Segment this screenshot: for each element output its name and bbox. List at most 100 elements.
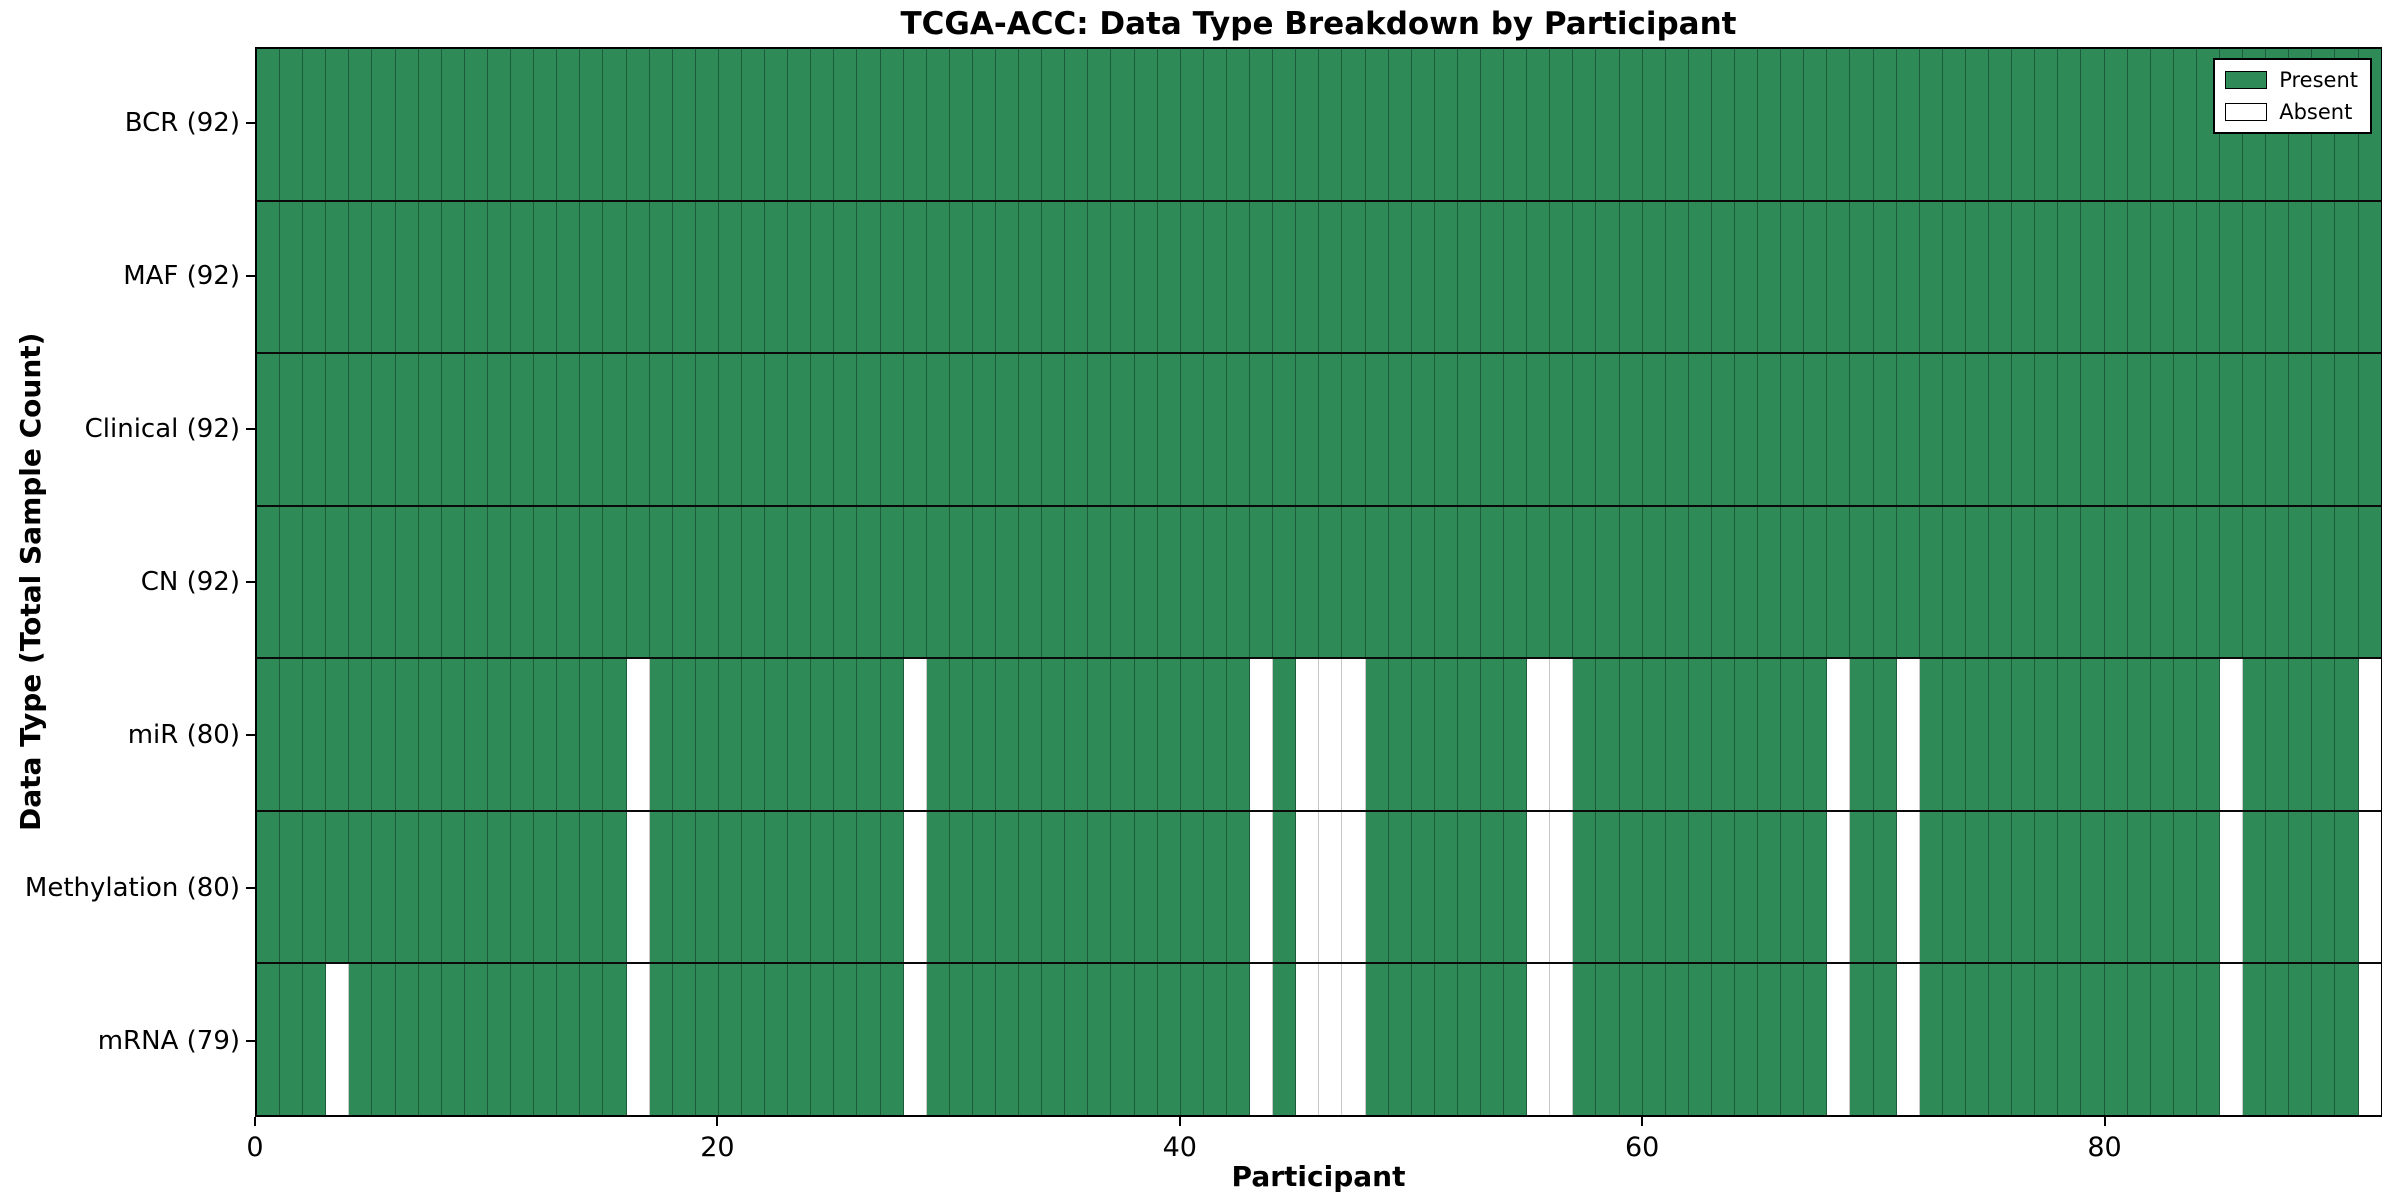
cell-BCR-participant-32 bbox=[996, 49, 1020, 200]
cell-miR-participant-47 bbox=[1342, 659, 1366, 810]
cell-mRNA-participant-57 bbox=[1573, 964, 1597, 1116]
cell-miR-participant-81 bbox=[2127, 659, 2151, 810]
cell-miR-participant-40 bbox=[1180, 659, 1204, 810]
cell-Methylation-participant-46 bbox=[1319, 811, 1343, 963]
cell-miR-participant-82 bbox=[2150, 659, 2174, 810]
cell-Clinical-participant-69 bbox=[1850, 354, 1874, 505]
cell-miR-participant-14 bbox=[580, 659, 604, 810]
cell-Methylation-participant-61 bbox=[1665, 811, 1689, 963]
cell-BCR-participant-53 bbox=[1480, 49, 1505, 200]
cell-BCR-participant-8 bbox=[441, 49, 465, 200]
cell-CN-participant-39 bbox=[1157, 506, 1181, 658]
cell-Methylation-participant-85 bbox=[2219, 811, 2244, 963]
cell-Methylation-participant-66 bbox=[1781, 811, 1805, 963]
cell-Methylation-participant-6 bbox=[395, 811, 419, 963]
cell-CN-participant-24 bbox=[811, 506, 835, 658]
cell-MAF-participant-60 bbox=[1642, 201, 1666, 353]
cell-BCR-participant-26 bbox=[857, 49, 881, 200]
cell-Methylation-participant-88 bbox=[2289, 811, 2313, 963]
cell-Methylation-participant-14 bbox=[580, 811, 604, 963]
cell-miR-participant-26 bbox=[857, 659, 881, 810]
cell-Methylation-participant-63 bbox=[1711, 811, 1735, 963]
cell-miR-participant-33 bbox=[1019, 659, 1043, 810]
cell-MAF-participant-77 bbox=[2035, 201, 2059, 353]
cell-mRNA-participant-41 bbox=[1203, 964, 1227, 1116]
cell-mRNA-participant-74 bbox=[1965, 964, 1990, 1116]
cell-mRNA-participant-24 bbox=[811, 964, 835, 1116]
cell-Clinical-participant-46 bbox=[1319, 354, 1343, 505]
cell-mRNA-participant-28 bbox=[903, 964, 927, 1116]
cell-mRNA-participant-59 bbox=[1619, 964, 1643, 1116]
cell-Clinical-participant-76 bbox=[2012, 354, 2036, 505]
cell-miR-participant-64 bbox=[1735, 659, 1759, 810]
cell-mRNA-participant-3 bbox=[326, 964, 350, 1116]
cell-BCR-participant-16 bbox=[626, 49, 650, 200]
cell-mRNA-participant-52 bbox=[1457, 964, 1481, 1116]
cell-BCR-participant-38 bbox=[1134, 49, 1158, 200]
cell-Clinical-participant-7 bbox=[418, 354, 442, 505]
cell-MAF-participant-75 bbox=[1989, 201, 2013, 353]
cell-CN-participant-75 bbox=[1989, 506, 2013, 658]
cell-CN-participant-46 bbox=[1319, 506, 1343, 658]
cell-MAF-participant-76 bbox=[2012, 201, 2036, 353]
cell-miR-participant-20 bbox=[718, 659, 742, 810]
cell-miR-participant-16 bbox=[626, 659, 650, 810]
cell-Clinical-participant-13 bbox=[557, 354, 581, 505]
cell-miR-participant-88 bbox=[2289, 659, 2313, 810]
cell-Clinical-participant-88 bbox=[2289, 354, 2313, 505]
cell-MAF-participant-6 bbox=[395, 201, 419, 353]
cell-CN-participant-76 bbox=[2012, 506, 2036, 658]
cell-MAF-participant-14 bbox=[580, 201, 604, 353]
cell-mRNA-participant-31 bbox=[972, 964, 996, 1116]
cell-Clinical-participant-87 bbox=[2266, 354, 2290, 505]
cell-Methylation-participant-81 bbox=[2127, 811, 2151, 963]
ytick-mark-Clinical bbox=[246, 428, 255, 431]
cell-CN-participant-65 bbox=[1758, 506, 1782, 658]
cell-Clinical-participant-43 bbox=[1250, 354, 1274, 505]
cell-Methylation-participant-76 bbox=[2012, 811, 2036, 963]
cell-Clinical-participant-63 bbox=[1711, 354, 1735, 505]
cell-MAF-participant-79 bbox=[2081, 201, 2105, 353]
cell-MAF-participant-31 bbox=[972, 201, 996, 353]
cell-mRNA-participant-91 bbox=[2358, 964, 2381, 1116]
ytick-mark-MAF bbox=[246, 275, 255, 278]
cell-MAF-participant-54 bbox=[1504, 201, 1528, 353]
cell-CN-participant-90 bbox=[2335, 506, 2359, 658]
cell-Clinical-participant-32 bbox=[996, 354, 1020, 505]
cell-miR-participant-41 bbox=[1203, 659, 1227, 810]
cell-CN-participant-70 bbox=[1873, 506, 1897, 658]
cell-MAF-participant-53 bbox=[1480, 201, 1505, 353]
xtick-mark-20 bbox=[716, 1117, 719, 1126]
cell-mRNA-participant-56 bbox=[1550, 964, 1574, 1116]
cell-Clinical-participant-4 bbox=[349, 354, 373, 505]
cell-MAF-participant-30 bbox=[949, 201, 973, 353]
cell-miR-participant-67 bbox=[1804, 659, 1828, 810]
cell-BCR-participant-18 bbox=[672, 49, 696, 200]
cell-Clinical-participant-29 bbox=[926, 354, 950, 505]
cell-CN-participant-57 bbox=[1573, 506, 1597, 658]
cell-MAF-participant-13 bbox=[557, 201, 581, 353]
cell-Methylation-participant-86 bbox=[2243, 811, 2267, 963]
cell-Methylation-participant-57 bbox=[1573, 811, 1597, 963]
cell-Methylation-participant-12 bbox=[534, 811, 558, 963]
legend-present-swatch bbox=[2225, 71, 2268, 89]
cell-Methylation-participant-35 bbox=[1065, 811, 1089, 963]
cell-miR-participant-28 bbox=[903, 659, 927, 810]
cell-mRNA-participant-30 bbox=[949, 964, 973, 1116]
cell-BCR-participant-0 bbox=[257, 49, 281, 200]
cell-Clinical-participant-8 bbox=[441, 354, 465, 505]
cell-MAF-participant-41 bbox=[1203, 201, 1227, 353]
cell-miR-participant-5 bbox=[372, 659, 396, 810]
cell-miR-participant-57 bbox=[1573, 659, 1597, 810]
cell-MAF-participant-40 bbox=[1180, 201, 1204, 353]
cell-MAF-participant-43 bbox=[1250, 201, 1274, 353]
cell-mRNA-participant-55 bbox=[1527, 964, 1551, 1116]
cell-miR-participant-72 bbox=[1919, 659, 1943, 810]
cell-miR-participant-30 bbox=[949, 659, 973, 810]
cell-Clinical-participant-45 bbox=[1296, 354, 1320, 505]
cell-MAF-participant-33 bbox=[1019, 201, 1043, 353]
cell-CN-participant-11 bbox=[511, 506, 535, 658]
cell-mRNA-participant-17 bbox=[649, 964, 673, 1116]
cell-MAF-participant-70 bbox=[1873, 201, 1897, 353]
cell-Clinical-participant-54 bbox=[1504, 354, 1528, 505]
